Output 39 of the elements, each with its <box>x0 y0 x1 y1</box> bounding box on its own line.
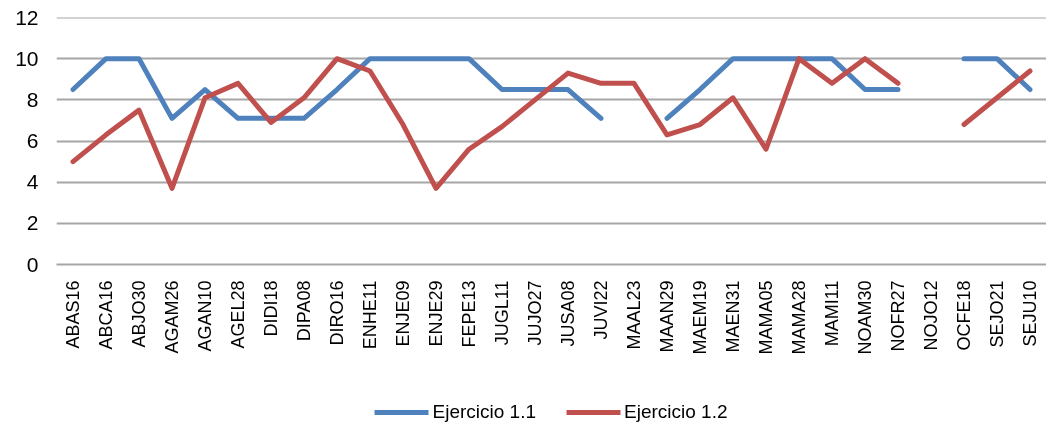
y-tick-label: 6 <box>26 129 39 152</box>
x-tick-label: MAMI11 <box>822 280 842 347</box>
x-tick-label: ENHE11 <box>360 280 380 350</box>
x-tick-label: JUSA08 <box>558 280 578 347</box>
x-tick-label: DIPA08 <box>294 280 314 342</box>
x-tick-label: SEJO21 <box>987 280 1007 348</box>
legend-label: Ejercicio 1.1 <box>432 401 536 423</box>
y-tick-label: 12 <box>15 5 39 29</box>
x-tick-label: FEPE13 <box>459 280 479 348</box>
x-tick-label: ENJE09 <box>393 280 413 347</box>
y-tick-label: 8 <box>26 87 39 111</box>
x-tick-label: ABCA16 <box>96 280 116 350</box>
x-tick-label: MAAN29 <box>657 280 677 353</box>
x-tick-label: AGEL28 <box>228 280 248 349</box>
x-tick-label: JUGL11 <box>492 280 512 346</box>
x-tick-label: JUJO27 <box>525 280 545 346</box>
x-tick-label: MAMA28 <box>789 280 809 355</box>
x-tick-label: MAMA05 <box>756 280 776 355</box>
y-tick-label: 4 <box>26 170 39 194</box>
y-tick-label: 10 <box>15 46 39 70</box>
x-tick-label: SEJU10 <box>1020 280 1040 347</box>
x-tick-label: NOJO12 <box>921 280 941 351</box>
legend-label: Ejercicio 1.2 <box>624 401 728 423</box>
x-tick-label: DIRO16 <box>327 280 347 346</box>
x-tick-label: MAAL23 <box>624 280 644 350</box>
x-tick-label: MAEN31 <box>723 280 743 353</box>
x-tick-label: NOAM30 <box>855 280 875 355</box>
x-tick-label: AGAM26 <box>162 280 182 354</box>
x-tick-label: JUVI22 <box>591 280 611 340</box>
x-tick-label: ABJO30 <box>129 280 149 348</box>
x-tick-label: MAEM19 <box>690 280 710 355</box>
y-tick-label: 2 <box>26 211 39 235</box>
x-tick-label: AGAN10 <box>195 280 215 352</box>
x-tick-label: NOFR27 <box>888 280 908 352</box>
x-tick-label: OCFE18 <box>954 280 974 351</box>
x-tick-label: ENJE29 <box>426 280 446 347</box>
x-tick-label: DIDI18 <box>261 280 281 337</box>
x-tick-label: ABAS16 <box>63 280 83 349</box>
y-tick-label: 0 <box>26 252 39 276</box>
